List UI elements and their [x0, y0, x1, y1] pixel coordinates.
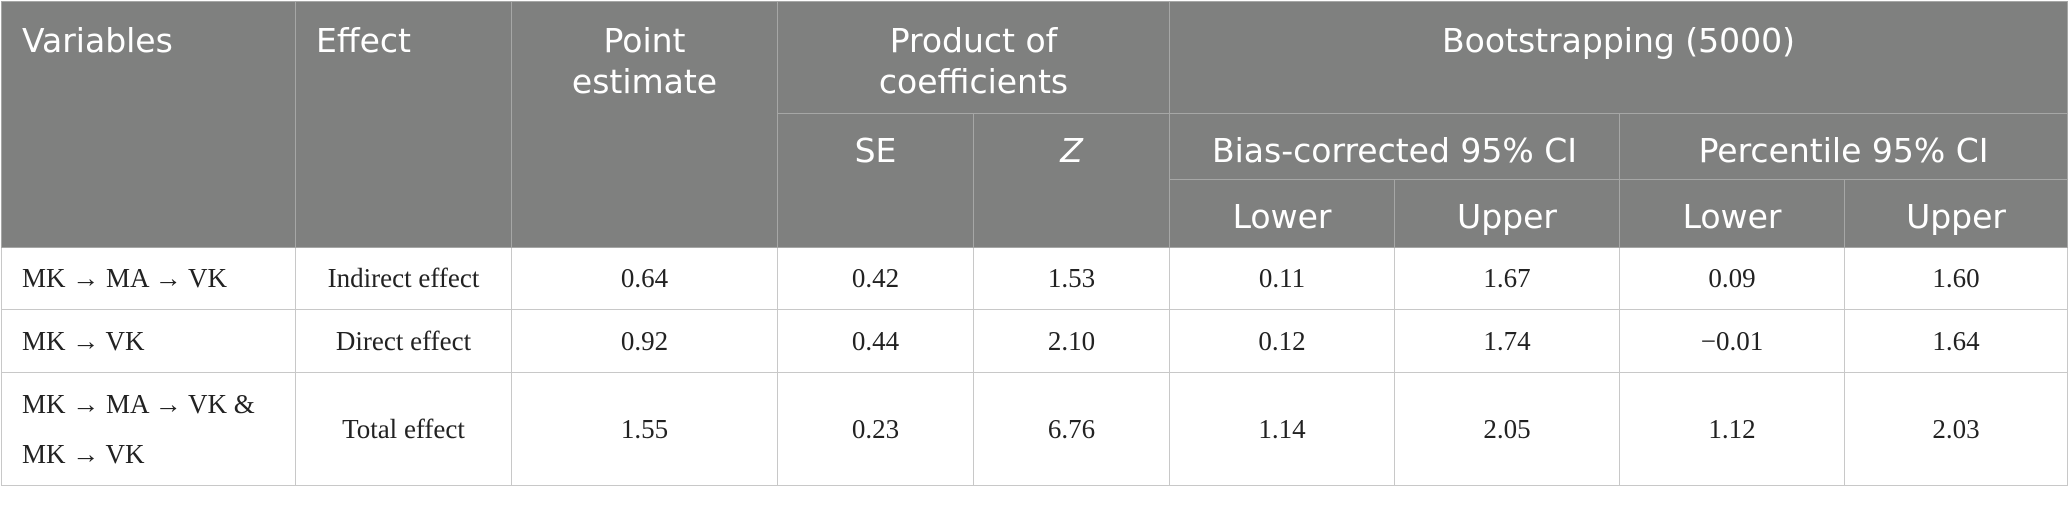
- header-bc-lower: Lower: [1169, 179, 1396, 248]
- cell-pc-upper: 2.03: [1844, 372, 2068, 486]
- cell-pc-lower: 1.12: [1619, 372, 1846, 486]
- cell-variables: MK → MA → VK: [1, 247, 296, 310]
- cell-se: 0.42: [777, 247, 974, 310]
- cell-z: 1.53: [972, 247, 1171, 310]
- header-pc-upper: Upper: [1844, 179, 2068, 248]
- header-percentile-ci: Percentile 95% CI: [1619, 113, 2068, 180]
- table-row: MK → MA → VK Indirect effect 0.64 0.42 1…: [1, 247, 2068, 310]
- cell-bc-lower: 1.14: [1169, 372, 1396, 486]
- cell-effect: Total effect: [295, 372, 512, 486]
- header-effect: Effect: [295, 1, 512, 248]
- cell-effect: Direct effect: [295, 309, 512, 373]
- header-point-estimate-line2: estimate: [571, 62, 718, 101]
- cell-point-estimate: 0.64: [511, 247, 778, 310]
- cell-variables-line1: MK → MA → VK &: [22, 389, 255, 419]
- header-point-estimate-line1: Point: [603, 21, 686, 60]
- header-product-line2: coefficients: [878, 62, 1069, 101]
- cell-bc-upper: 1.67: [1394, 247, 1621, 310]
- cell-point-estimate: 1.55: [511, 372, 778, 486]
- table-header: Variables Effect Point estimate Product …: [1, 1, 2068, 248]
- table-row: MK → VK Direct effect 0.92 0.44 2.10 0.1…: [1, 309, 2068, 373]
- header-point-estimate: Point estimate: [511, 1, 778, 248]
- cell-variables: MK → MA → VK & MK → VK: [1, 372, 296, 486]
- cell-bc-lower: 0.11: [1169, 247, 1396, 310]
- cell-pc-upper: 1.64: [1844, 309, 2068, 373]
- cell-se: 0.44: [777, 309, 974, 373]
- header-bias-corrected-ci: Bias-corrected 95% CI: [1169, 113, 1621, 180]
- header-z: Z: [972, 113, 1171, 248]
- cell-pc-upper: 1.60: [1844, 247, 2068, 310]
- header-product-of-coefficients: Product of coefficients: [776, 1, 1171, 114]
- cell-z: 2.10: [972, 309, 1171, 373]
- header-bc-upper: Upper: [1394, 179, 1621, 248]
- header-variables: Variables: [1, 1, 296, 248]
- cell-pc-lower: −0.01: [1619, 309, 1846, 373]
- header-bootstrapping: Bootstrapping (5000): [1169, 1, 2068, 114]
- header-se: SE: [777, 113, 974, 248]
- cell-pc-lower: 0.09: [1619, 247, 1846, 310]
- cell-bc-lower: 0.12: [1169, 309, 1396, 373]
- cell-effect: Indirect effect: [295, 247, 512, 310]
- header-product-line1: Product of: [889, 21, 1058, 60]
- table-body: MK → MA → VK Indirect effect 0.64 0.42 1…: [1, 247, 2068, 486]
- cell-variables-line2: MK → VK: [22, 439, 145, 469]
- cell-z: 6.76: [972, 372, 1171, 486]
- cell-bc-upper: 2.05: [1394, 372, 1621, 486]
- cell-variables: MK → VK: [1, 309, 296, 373]
- cell-point-estimate: 0.92: [511, 309, 778, 373]
- cell-bc-upper: 1.74: [1394, 309, 1621, 373]
- table-row: MK → MA → VK & MK → VK Total effect 1.55…: [1, 372, 2068, 486]
- mediation-effect-table: Variables Effect Point estimate Product …: [1, 1, 2068, 486]
- cell-se: 0.23: [777, 372, 974, 486]
- header-pc-lower: Lower: [1619, 179, 1846, 248]
